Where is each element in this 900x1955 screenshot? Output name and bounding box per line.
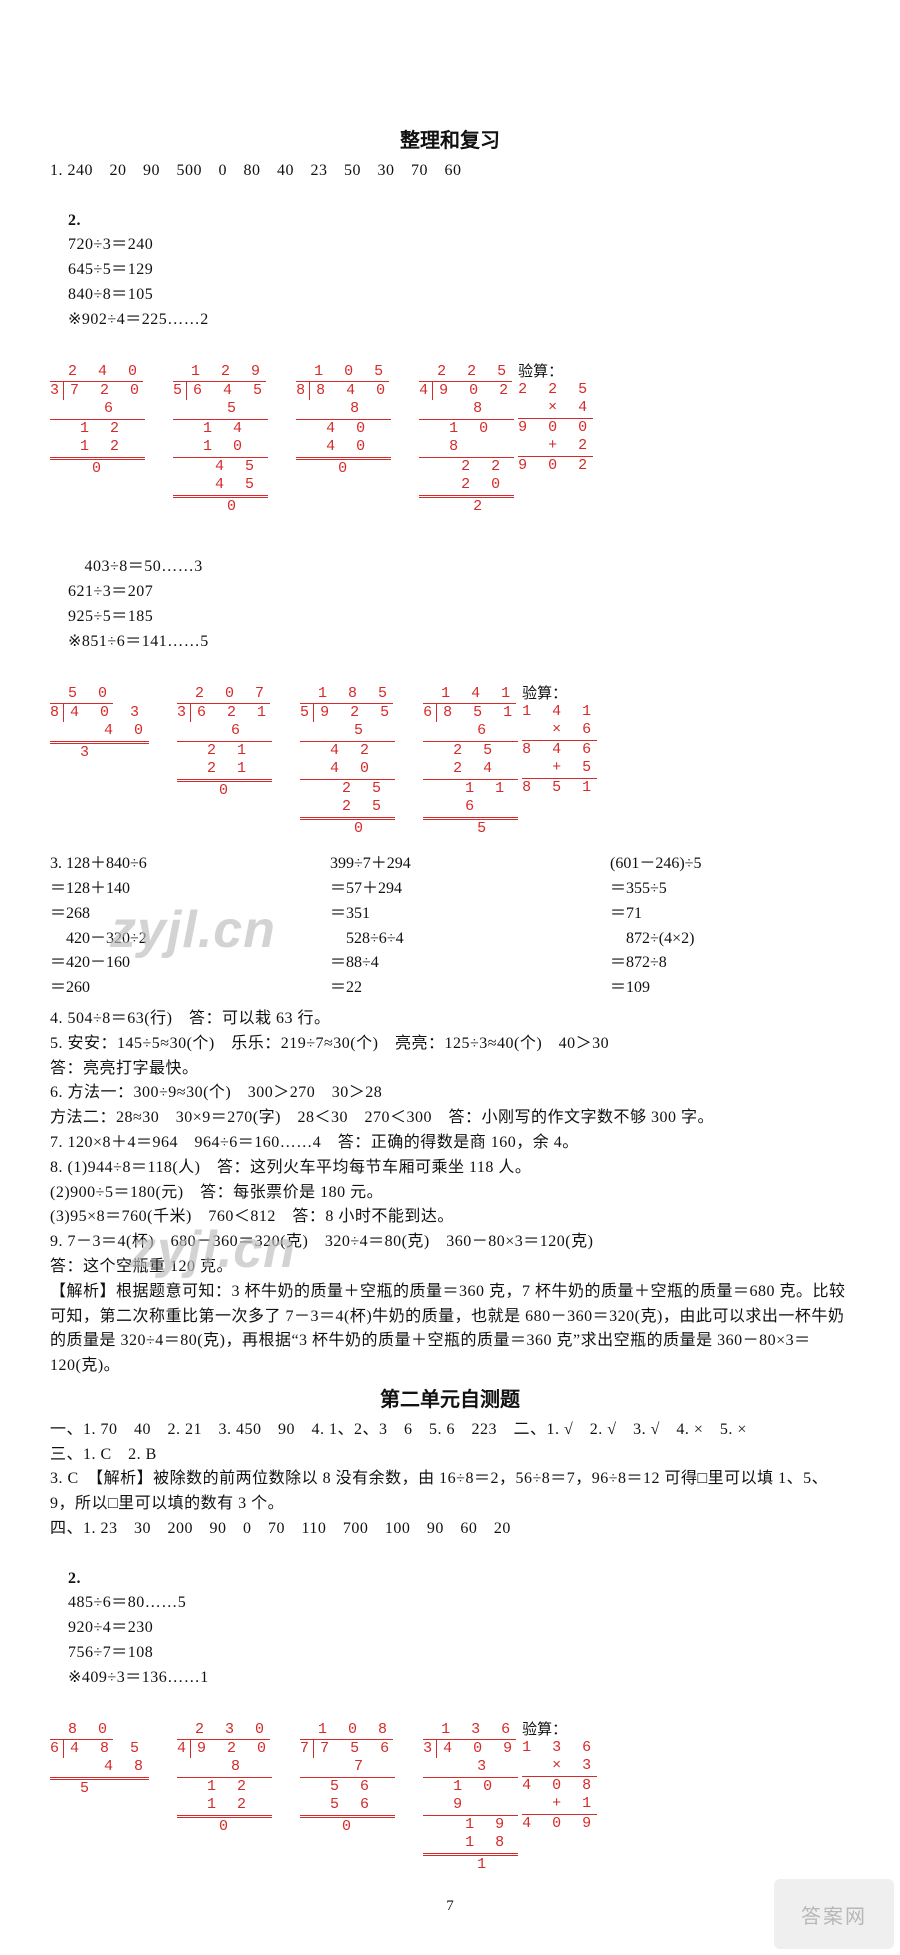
- eq-1: 720÷3＝240: [68, 236, 153, 253]
- q2-label: 2.: [68, 212, 81, 229]
- answer-key-page: 整理和复习 1. 240 20 90 500 0 80 40 23 50 30 …: [0, 0, 900, 1955]
- check-calc: 验算：1 4 1× 68 4 6+ 58 5 1: [522, 685, 597, 797]
- long-division: 1 0 877 5 675 65 60: [300, 1721, 395, 1836]
- page-number: 7: [50, 1898, 850, 1915]
- q8b: (2)900÷5＝180(元) 答：每张票价是 180 元。: [50, 1181, 850, 1206]
- q5b: 答：亮亮打字最快。: [50, 1057, 850, 1082]
- long-division: 2 3 049 2 081 21 20: [177, 1721, 272, 1836]
- s2-l3: 3. C 【解析】被除数的前两位数除以 8 没有余数，由 16÷8＝2，56÷8…: [50, 1467, 850, 1517]
- check-calc: 验算：2 2 5× 49 0 0+ 29 0 2: [518, 363, 593, 475]
- q8a: 8. (1)944÷8＝118(人) 答：这列火车平均每节车厢可乘坐 118 人…: [50, 1156, 850, 1181]
- section-title-1: 整理和复习: [50, 124, 850, 153]
- s2-l2: 三、1. C 2. B: [50, 1443, 850, 1468]
- s2-l4: 四、1. 23 30 200 90 0 70 110 700 100 90 60…: [50, 1517, 850, 1542]
- s2-q2-eqs: 2. 485÷6＝80……5 920÷4＝230 756÷7＝108 ※409÷…: [50, 1542, 850, 1716]
- q3-col-c: (601－246)÷5＝355÷5＝71 872÷(4×2)＝872÷8＝109: [610, 852, 850, 1001]
- long-division-row-1: 2 4 037 2 061 21 20 1 2 956 4 551 41 04 5…: [50, 363, 850, 516]
- long-division: 2 4 037 2 061 21 20: [50, 363, 145, 478]
- q9a: 9. 7－3＝4(杯) 680－360＝320(克) 320÷4＝80(克) 3…: [50, 1230, 850, 1255]
- s2-l1: 一、1. 70 40 2. 21 3. 450 90 4. 1、2、3 6 5.…: [50, 1418, 850, 1443]
- s2-eq-2: 920÷4＝230: [68, 1619, 153, 1636]
- q3-col-b: 399÷7＋294＝57＋294＝351 528÷6÷4＝88÷4＝22: [330, 852, 570, 1001]
- q6b: 方法二：28≈30 30×9＝270(字) 28＜30 270＜300 答：小刚…: [50, 1106, 850, 1131]
- s2-eq-4: ※409÷3＝136……1: [68, 1669, 209, 1686]
- eq-6: 621÷3＝207: [68, 583, 153, 600]
- long-division-row-2: 5 084 0 34 03 2 0 736 2 162 12 10 1 8 559 …: [50, 685, 850, 838]
- q5a: 5. 安安：145÷5≈30(个) 乐乐：219÷7≈30(个) 亮亮：125÷…: [50, 1032, 850, 1057]
- s2-eq-3: 756÷7＝108: [68, 1644, 153, 1661]
- q2-row1-eqs: 2. 720÷3＝240 645÷5＝129 840÷8＝105 ※902÷4＝…: [50, 184, 850, 358]
- long-division: 1 0 588 4 084 04 00: [296, 363, 391, 478]
- source-badge: 答案网: [774, 1879, 894, 1949]
- long-division: 2 2 549 0 281 082 22 02: [419, 363, 514, 516]
- q7: 7. 120×8＋4＝964 964÷6＝160……4 答：正确的得数是商 16…: [50, 1131, 850, 1156]
- long-division: 2 0 736 2 162 12 10: [177, 685, 272, 800]
- eq-4: ※902÷4＝225……2: [68, 311, 209, 328]
- eq-5: 403÷8＝50……3: [85, 558, 203, 575]
- s2-eq-1: 485÷6＝80……5: [68, 1594, 186, 1611]
- eq-8: ※851÷6＝141……5: [68, 633, 209, 650]
- s2-q2-label: 2.: [68, 1570, 81, 1587]
- long-division-row-3: 8 064 8 54 85 2 3 049 2 081 21 20 1 0 877 …: [50, 1721, 850, 1874]
- eq-2: 645÷5＝129: [68, 261, 153, 278]
- q3-columns: 3. 128＋840÷6＝128＋140＝268 420－320÷2＝420－1…: [50, 852, 850, 1001]
- q6a: 6. 方法一：300÷9≈30(个) 300＞270 30＞28: [50, 1081, 850, 1106]
- q9-explain: 【解析】根据题意可知：3 杯牛奶的质量＋空瓶的质量＝360 克，7 杯牛奶的质量…: [50, 1280, 850, 1379]
- long-division: 1 3 634 0 931 091 91 81: [423, 1721, 518, 1874]
- eq-7: 925÷5＝185: [68, 608, 153, 625]
- eq-3: 840÷8＝105: [68, 286, 153, 303]
- q3-col-a: 3. 128＋840÷6＝128＋140＝268 420－320÷2＝420－1…: [50, 852, 290, 1001]
- long-division: 1 8 559 2 554 24 02 52 50: [300, 685, 395, 838]
- q1: 1. 240 20 90 500 0 80 40 23 50 30 70 60: [50, 159, 850, 184]
- long-division: 1 2 956 4 551 41 04 54 50: [173, 363, 268, 516]
- check-calc: 验算：1 3 6× 34 0 8+ 14 0 9: [522, 1721, 597, 1833]
- q4: 4. 504÷8＝63(行) 答：可以栽 63 行。: [50, 1007, 850, 1032]
- q9b: 答：这个空瓶重 120 克。: [50, 1255, 850, 1280]
- q2-row2-eqs: 403÷8＝50……3 621÷3＝207 925÷5＝185 ※851÷6＝1…: [50, 530, 850, 679]
- q8c: (3)95×8＝760(千米) 760＜812 答：8 小时不能到达。: [50, 1205, 850, 1230]
- long-division: 5 084 0 34 03: [50, 685, 149, 762]
- long-division: 8 064 8 54 85: [50, 1721, 149, 1798]
- long-division: 1 4 168 5 162 52 41 165: [423, 685, 518, 838]
- section-title-2: 第二单元自测题: [50, 1383, 850, 1412]
